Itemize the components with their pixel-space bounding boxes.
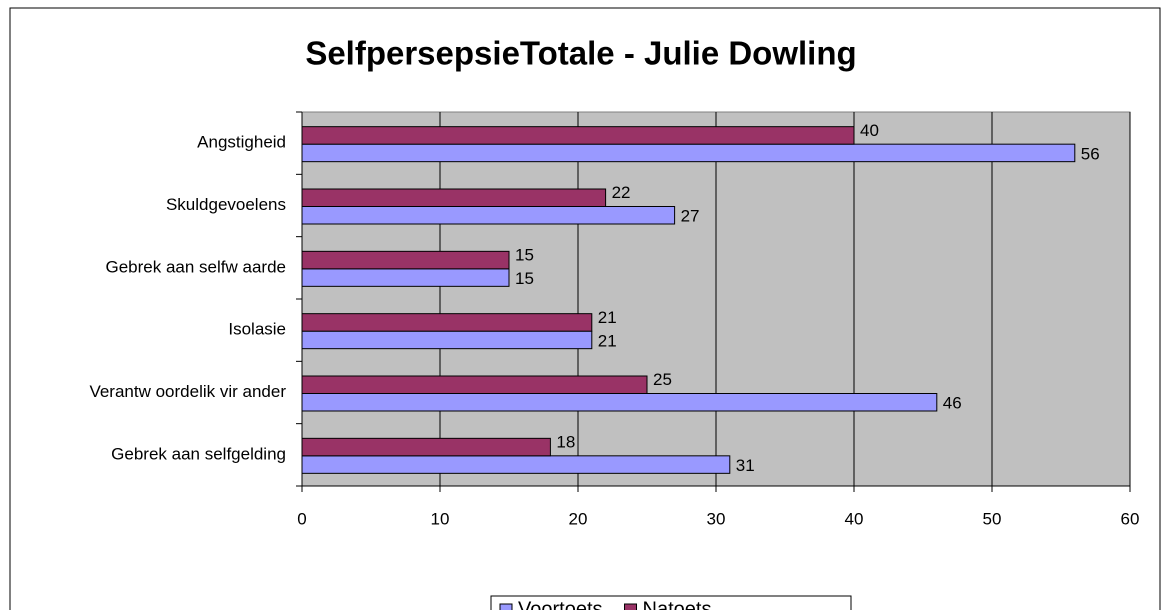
bar bbox=[301, 250, 510, 270]
bar bbox=[301, 188, 607, 207]
bar bbox=[301, 375, 648, 394]
data-label: 15 bbox=[515, 269, 534, 288]
x-tick-label: 60 bbox=[1121, 509, 1140, 528]
y-tick-label: Angstigheid bbox=[197, 133, 286, 152]
data-label: 56 bbox=[1081, 144, 1100, 163]
data-label: 21 bbox=[598, 308, 617, 327]
data-label: 25 bbox=[653, 370, 672, 389]
legend bbox=[490, 595, 852, 610]
bar bbox=[301, 313, 593, 332]
bar bbox=[301, 268, 510, 287]
data-label: 27 bbox=[681, 207, 700, 226]
legend-label: Voortoets bbox=[518, 598, 603, 610]
x-tick-label: 40 bbox=[845, 509, 864, 528]
y-tick-label: Gebrek aan selfw aarde bbox=[106, 257, 287, 276]
bar bbox=[301, 126, 855, 145]
data-label: 18 bbox=[556, 433, 575, 452]
y-tick-label: Verantw oordelik vir ander bbox=[89, 382, 286, 401]
y-tick-label: Gebrek aan selfgelding bbox=[111, 444, 286, 463]
x-tick-label: 50 bbox=[983, 509, 1002, 528]
bar bbox=[301, 330, 593, 350]
bar bbox=[301, 393, 938, 412]
bar bbox=[301, 143, 1076, 163]
bar bbox=[301, 437, 551, 457]
chart-title: SelfpersepsieTotale - Julie Dowling bbox=[305, 35, 856, 72]
data-label: 15 bbox=[515, 246, 534, 265]
y-tick-label: Isolasie bbox=[228, 320, 286, 339]
x-tick-label: 20 bbox=[569, 509, 588, 528]
x-tick-label: 30 bbox=[707, 509, 726, 528]
legend-label: Natoets bbox=[643, 598, 712, 610]
data-label: 31 bbox=[736, 456, 755, 475]
legend-swatch bbox=[624, 603, 638, 610]
x-tick-label: 10 bbox=[431, 509, 450, 528]
y-tick-label: Skuldgevoelens bbox=[166, 195, 286, 214]
legend-swatch bbox=[499, 603, 513, 610]
x-tick-label: 0 bbox=[297, 509, 306, 528]
data-label: 46 bbox=[943, 394, 962, 413]
data-label: 22 bbox=[612, 183, 631, 202]
bar bbox=[301, 455, 731, 474]
bar bbox=[301, 206, 676, 225]
data-label: 40 bbox=[860, 121, 879, 140]
data-label: 21 bbox=[598, 331, 617, 350]
